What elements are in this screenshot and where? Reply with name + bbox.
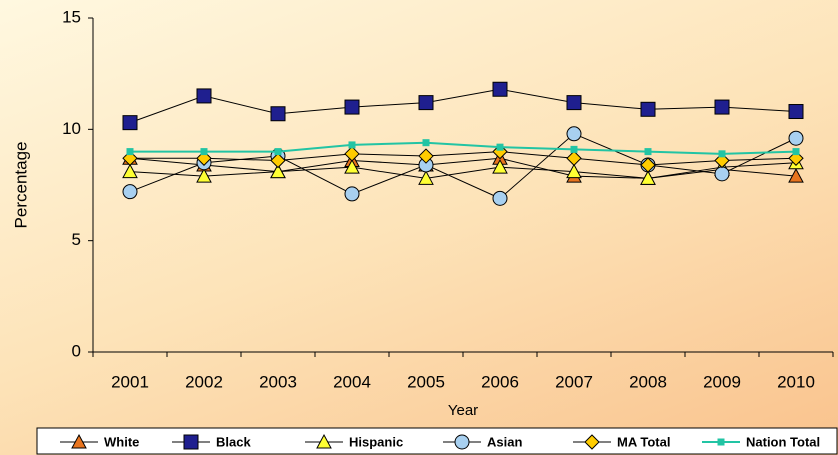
x-tick-label: 2005 — [407, 372, 445, 391]
legend-label: Asian — [487, 434, 522, 449]
marker — [422, 139, 430, 147]
marker — [788, 168, 804, 183]
marker — [644, 148, 652, 156]
marker — [714, 99, 730, 115]
x-tick-label: 2010 — [777, 372, 815, 391]
marker — [270, 106, 286, 122]
marker — [792, 148, 800, 156]
x-tick-label: 2001 — [111, 372, 149, 391]
marker — [788, 130, 804, 146]
y-tick-label: 10 — [62, 119, 81, 138]
marker — [566, 163, 582, 179]
legend-label: White — [104, 434, 139, 449]
marker — [71, 433, 87, 449]
marker — [566, 150, 582, 166]
marker — [418, 95, 434, 111]
marker — [714, 166, 730, 182]
series-line — [129, 162, 797, 179]
marker — [492, 81, 508, 97]
marker — [122, 184, 138, 200]
marker — [344, 186, 360, 202]
marker — [344, 99, 360, 115]
marker — [126, 148, 134, 156]
marker — [418, 170, 434, 185]
y-tick-label: 0 — [72, 341, 81, 360]
legend-label: Black — [216, 434, 251, 449]
x-tick-label: 2008 — [629, 372, 667, 391]
marker — [122, 115, 138, 131]
marker — [570, 145, 578, 153]
marker — [718, 150, 726, 158]
marker — [640, 157, 656, 173]
marker — [496, 143, 504, 151]
x-tick-label: 2002 — [185, 372, 223, 391]
y-tick-label: 5 — [72, 230, 81, 249]
marker — [566, 126, 582, 142]
x-tick-label: 2003 — [259, 372, 297, 391]
legend-entry: MA Total — [573, 434, 670, 450]
marker — [640, 101, 656, 117]
y-tick-label: 15 — [62, 7, 81, 26]
marker — [640, 170, 656, 185]
marker — [584, 434, 600, 450]
marker — [492, 159, 508, 174]
marker — [344, 159, 360, 174]
marker — [270, 152, 286, 169]
marker — [717, 438, 725, 446]
marker — [274, 148, 282, 156]
legend-entry: Nation Total — [702, 434, 820, 449]
series-line — [130, 141, 797, 155]
x-tick-label: 2004 — [333, 372, 371, 391]
legend-entry: White — [60, 433, 139, 449]
marker — [418, 148, 434, 164]
marker — [270, 163, 286, 179]
series-line — [129, 157, 797, 179]
x-tick-label: 2009 — [703, 372, 741, 391]
marker — [196, 88, 212, 104]
marker — [200, 148, 208, 156]
x-axis-label: Year — [448, 402, 478, 419]
legend-label: MA Total — [617, 434, 670, 449]
marker — [344, 146, 360, 162]
marker — [492, 190, 508, 206]
marker — [454, 434, 470, 450]
series-line — [129, 133, 797, 199]
legend-label: Nation Total — [746, 434, 820, 449]
y-axis-label: Percentage — [11, 142, 30, 229]
series-line — [129, 88, 797, 124]
x-tick-label: 2007 — [555, 372, 593, 391]
legend-entry: Black — [172, 434, 251, 450]
marker — [566, 95, 582, 111]
series-line — [130, 151, 797, 166]
x-tick-label: 2006 — [481, 372, 519, 391]
marker — [348, 141, 356, 149]
marker — [122, 163, 138, 179]
marker — [788, 104, 804, 120]
marker — [183, 434, 199, 450]
marker — [316, 433, 332, 449]
legend-label: Hispanic — [349, 434, 403, 449]
legend-entry: Asian — [443, 434, 522, 450]
legend-entry: Hispanic — [305, 433, 403, 449]
marker — [196, 168, 212, 183]
